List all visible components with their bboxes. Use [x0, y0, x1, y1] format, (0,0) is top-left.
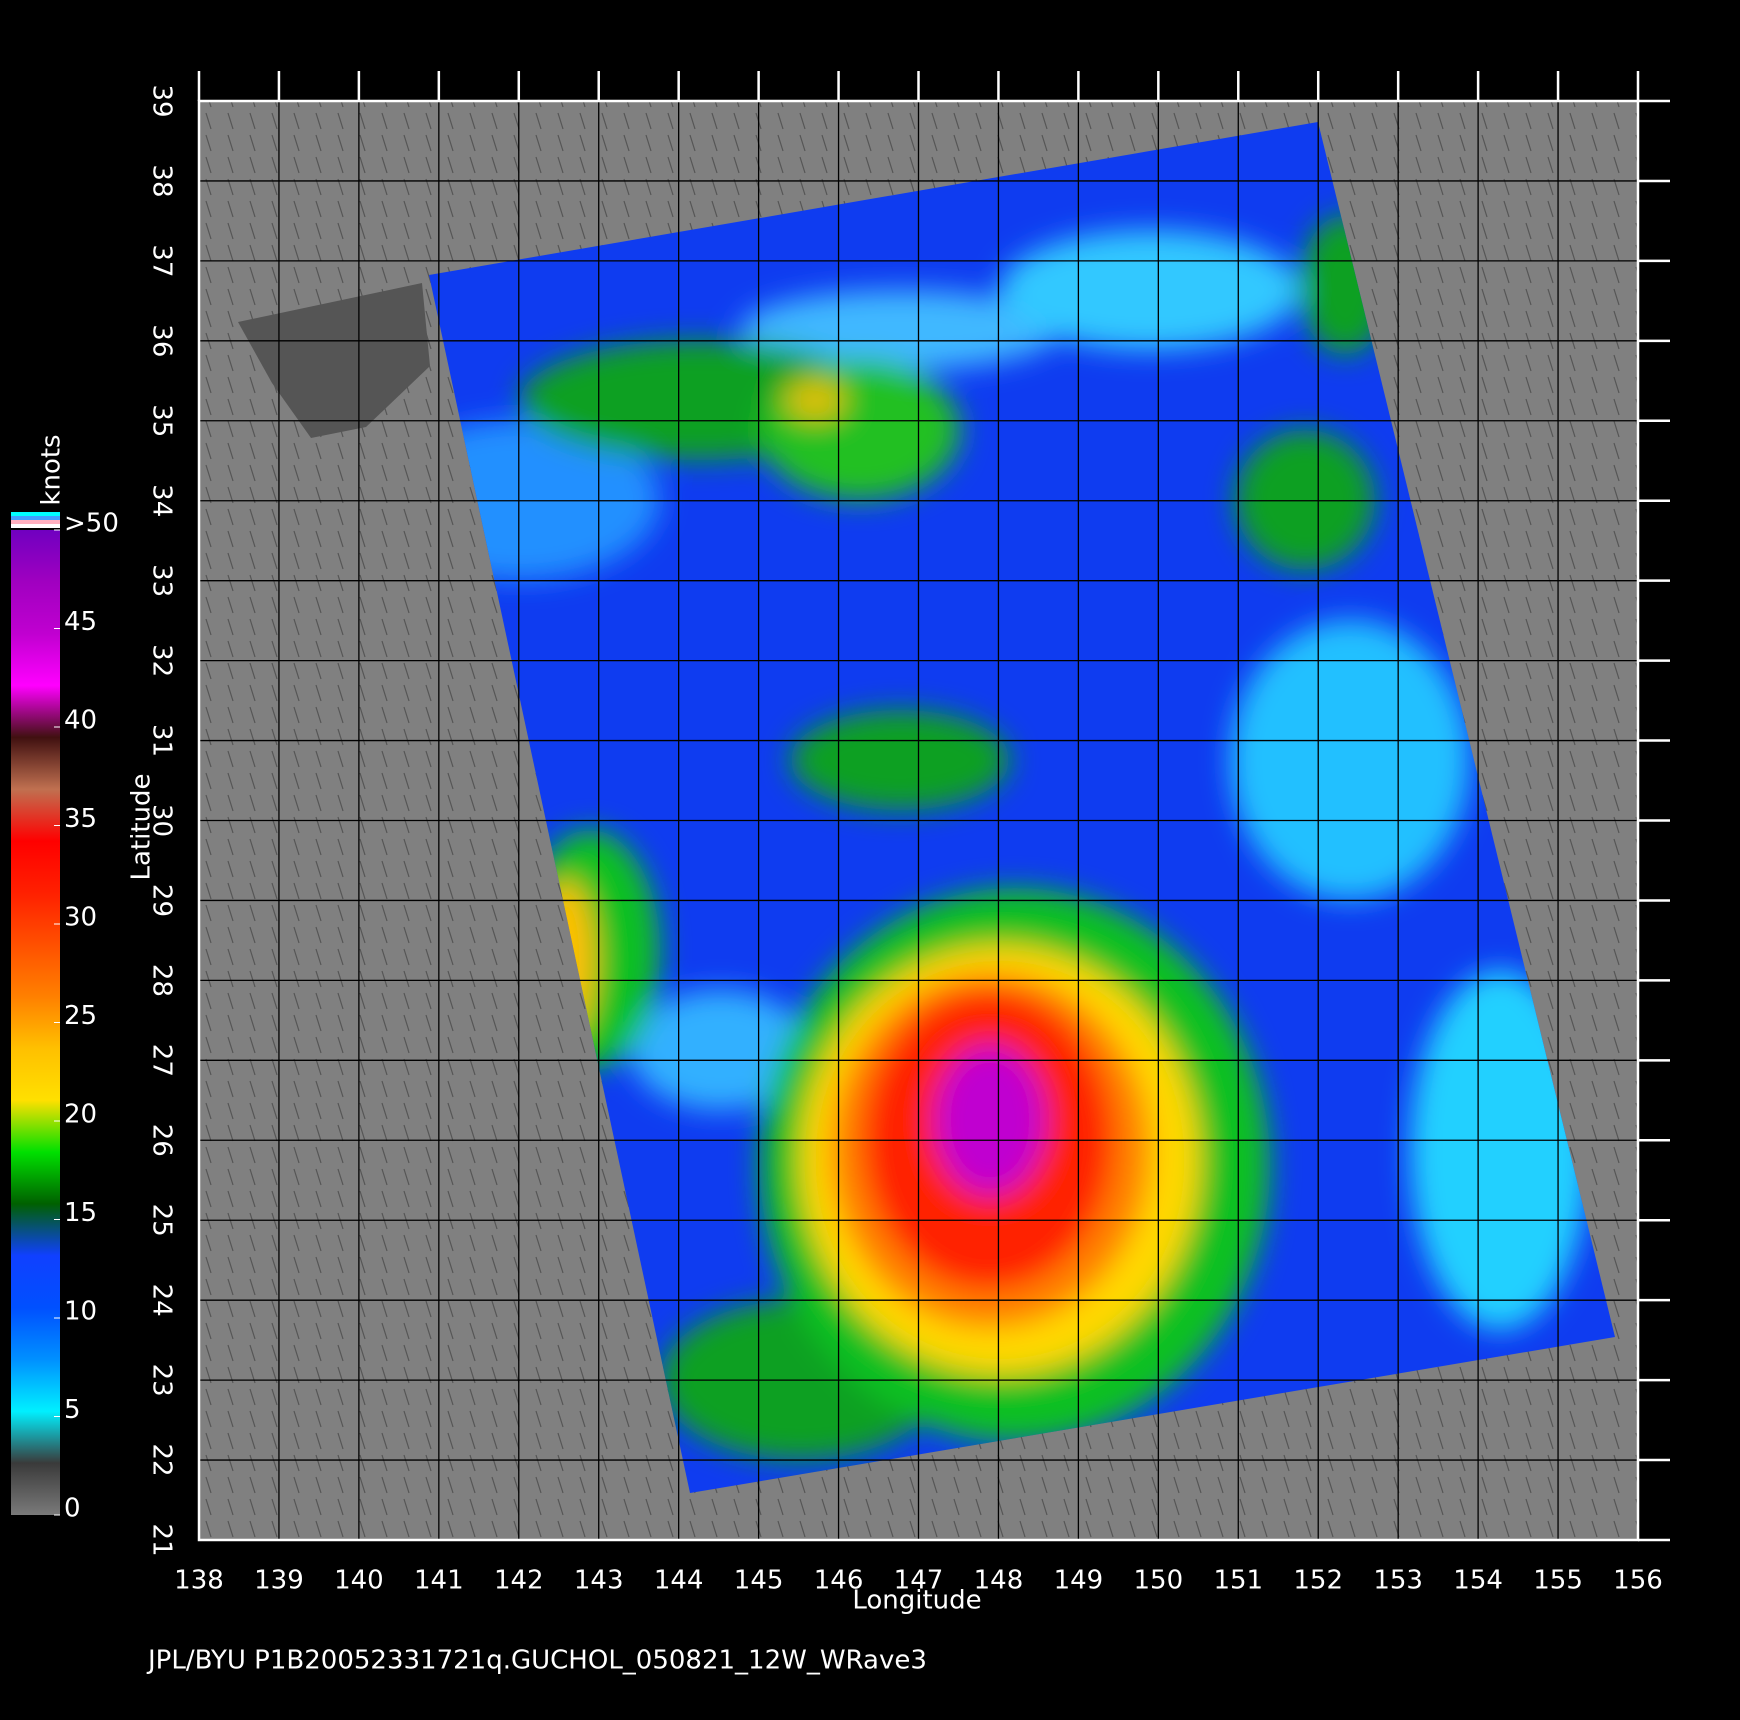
y-tick-label: 34 — [147, 484, 177, 517]
y-tick-label: 30 — [147, 804, 177, 837]
y-tick-label: 24 — [147, 1284, 177, 1317]
x-tick-label: 143 — [574, 1566, 624, 1596]
y-tick-label: 36 — [147, 324, 177, 357]
x-tick-label: 149 — [1054, 1566, 1104, 1596]
x-axis-label: Longitude — [852, 1586, 981, 1616]
y-tick-label: 25 — [147, 1204, 177, 1237]
x-tick-label: 155 — [1533, 1566, 1583, 1596]
colorbar-tick-label: 30 — [64, 903, 97, 933]
y-tick-label: 22 — [147, 1444, 177, 1477]
colorbar-tick-label: >50 — [64, 509, 119, 539]
y-tick-label: 23 — [147, 1364, 177, 1397]
colorbar-tick-label: 20 — [64, 1100, 97, 1130]
y-tick-label: 31 — [147, 724, 177, 757]
y-tick-label: 28 — [147, 964, 177, 997]
x-tick-label: 151 — [1213, 1566, 1263, 1596]
x-tick-label: 146 — [814, 1566, 864, 1596]
x-tick-label: 153 — [1373, 1566, 1423, 1596]
y-tick-label: 27 — [147, 1044, 177, 1077]
colorbar-tick-label: 10 — [64, 1297, 97, 1327]
x-tick-label: 148 — [974, 1566, 1024, 1596]
plot-frame — [197, 99, 1640, 1542]
y-tick-label: 33 — [147, 564, 177, 597]
colorbar-tick-label: 40 — [64, 706, 97, 736]
y-tick-label: 21 — [147, 1523, 177, 1556]
y-tick-label: 37 — [147, 244, 177, 277]
colorbar-tick-label: 5 — [64, 1395, 81, 1425]
colorbar-tick-label: 15 — [64, 1198, 97, 1228]
colorbar-overflow — [11, 512, 60, 516]
colorbar-overflow — [11, 520, 60, 524]
y-axis-label: Latitude — [127, 773, 157, 880]
x-tick-label: 150 — [1134, 1566, 1184, 1596]
x-tick-label: 138 — [174, 1566, 224, 1596]
colorbar — [11, 530, 60, 1515]
caption: JPL/BYU P1B20052331721q.GUCHOL_050821_12… — [146, 1646, 927, 1676]
x-tick-label: 147 — [894, 1566, 944, 1596]
x-tick-label: 154 — [1453, 1566, 1503, 1596]
colorbar-overflow — [11, 524, 60, 528]
y-tick-label: 29 — [147, 884, 177, 917]
colorbar-label: knots — [37, 434, 67, 505]
land — [238, 283, 430, 438]
colorbar-tick-label: 0 — [64, 1494, 81, 1524]
colorbar-overflow — [11, 516, 60, 520]
y-tick-label: 38 — [147, 164, 177, 197]
colorbar-tick-label: 35 — [64, 804, 97, 834]
x-tick-label: 156 — [1613, 1566, 1663, 1596]
x-tick-label: 141 — [414, 1566, 464, 1596]
x-tick-label: 139 — [254, 1566, 304, 1596]
x-tick-label: 145 — [734, 1566, 784, 1596]
x-tick-label: 144 — [654, 1566, 704, 1596]
x-tick-label: 152 — [1293, 1566, 1343, 1596]
y-tick-label: 39 — [147, 84, 177, 117]
x-tick-label: 142 — [494, 1566, 544, 1596]
colorbar-tick-label: 45 — [64, 607, 97, 637]
colorbar-tick-label: 25 — [64, 1001, 97, 1031]
y-tick-label: 26 — [147, 1124, 177, 1157]
x-tick-label: 140 — [334, 1566, 384, 1596]
y-tick-label: 35 — [147, 404, 177, 437]
y-tick-label: 32 — [147, 644, 177, 677]
